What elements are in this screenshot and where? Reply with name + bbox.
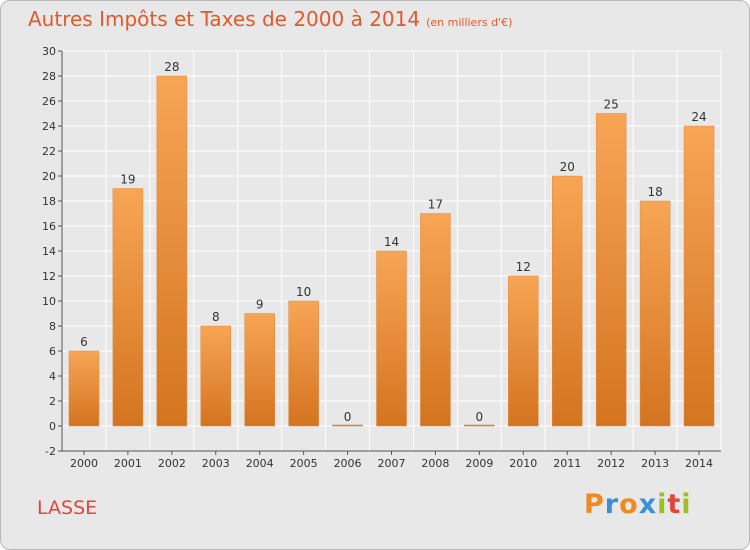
x-tick-label-2006: 2006 <box>334 457 362 470</box>
logo-letter: i <box>681 489 692 520</box>
data-label-2011: 20 <box>560 160 575 174</box>
x-tick-label-2012: 2012 <box>597 457 625 470</box>
x-tick-label-2009: 2009 <box>465 457 493 470</box>
data-label-2013: 18 <box>647 185 662 199</box>
logo-letter: t <box>667 489 682 520</box>
y-tick-label: 26 <box>42 95 56 108</box>
data-label-2014: 24 <box>691 110 706 124</box>
y-tick-label: 22 <box>42 145 56 158</box>
y-tick-label: 6 <box>49 345 56 358</box>
data-label-2004: 9 <box>256 298 264 312</box>
bar-2014 <box>683 125 715 427</box>
bar-2005 <box>288 300 319 427</box>
data-label-2007: 14 <box>384 235 399 249</box>
y-tick-label: 28 <box>42 70 56 83</box>
data-label-2012: 25 <box>604 98 619 112</box>
y-tick-label: 12 <box>42 270 56 283</box>
logo-letter: P <box>584 489 605 520</box>
y-tick-label: 18 <box>42 195 56 208</box>
y-tick-label: 30 <box>42 45 56 58</box>
chart-subtitle: (en milliers d'€) <box>426 16 513 29</box>
x-tick-label-2005: 2005 <box>290 457 318 470</box>
bar-2004 <box>244 313 275 427</box>
bar-2013 <box>639 200 671 427</box>
x-tick-label-2008: 2008 <box>421 457 449 470</box>
data-label-2009: 0 <box>476 410 484 424</box>
bar-2001 <box>112 188 144 427</box>
y-tick-label: 2 <box>49 395 56 408</box>
x-tick-label-2013: 2013 <box>641 457 669 470</box>
chart-title: Autres Impôts et Taxes de 2000 à 2014 (en… <box>28 7 512 31</box>
chart-title-text: Autres Impôts et Taxes de 2000 à 2014 <box>28 7 421 31</box>
data-label-2005: 10 <box>296 285 311 299</box>
data-label-2001: 19 <box>120 173 135 187</box>
x-tick-label-2014: 2014 <box>685 457 713 470</box>
logo-letter: r <box>604 489 620 520</box>
y-tick-label: 14 <box>42 245 56 258</box>
bar-2012 <box>595 113 627 427</box>
bar-2009 <box>464 424 495 427</box>
bar-2011 <box>551 175 583 427</box>
y-tick-label: 10 <box>42 295 56 308</box>
x-tick-label-2010: 2010 <box>509 457 537 470</box>
logo-letter: i <box>657 489 668 520</box>
x-tick-label-2004: 2004 <box>246 457 274 470</box>
bar-2010 <box>508 275 539 427</box>
y-tick-label: 20 <box>42 170 56 183</box>
logo-letter: x <box>638 489 658 520</box>
bar-2006 <box>332 424 363 427</box>
data-label-2002: 28 <box>164 60 179 74</box>
y-tick-label: 24 <box>42 120 56 133</box>
x-tick-label-2011: 2011 <box>553 457 581 470</box>
data-label-2006: 0 <box>344 410 352 424</box>
x-tick-label-2000: 2000 <box>70 457 98 470</box>
y-tick-label: -2 <box>45 445 56 458</box>
x-tick-label-2002: 2002 <box>158 457 186 470</box>
bar-2003 <box>200 325 232 427</box>
y-tick-label: 8 <box>49 320 56 333</box>
data-label-2010: 12 <box>516 260 531 274</box>
data-label-2008: 17 <box>428 198 443 212</box>
bar-2002 <box>156 75 188 427</box>
y-tick-label: 16 <box>42 220 56 233</box>
x-tick-label-2001: 2001 <box>114 457 142 470</box>
bar-2000 <box>68 350 100 427</box>
x-tick-label-2003: 2003 <box>202 457 230 470</box>
place-name: LASSE <box>37 497 98 519</box>
logo-letter: o <box>619 489 639 520</box>
x-tick-label-2007: 2007 <box>378 457 406 470</box>
proxiti-logo: Proxiti <box>584 489 692 520</box>
data-label-2003: 8 <box>212 310 220 324</box>
data-label-2000: 6 <box>80 335 88 349</box>
bar-2008 <box>420 213 451 427</box>
y-tick-label: 4 <box>49 370 56 383</box>
y-tick-label: 0 <box>49 420 56 433</box>
bar-2007 <box>376 250 407 427</box>
